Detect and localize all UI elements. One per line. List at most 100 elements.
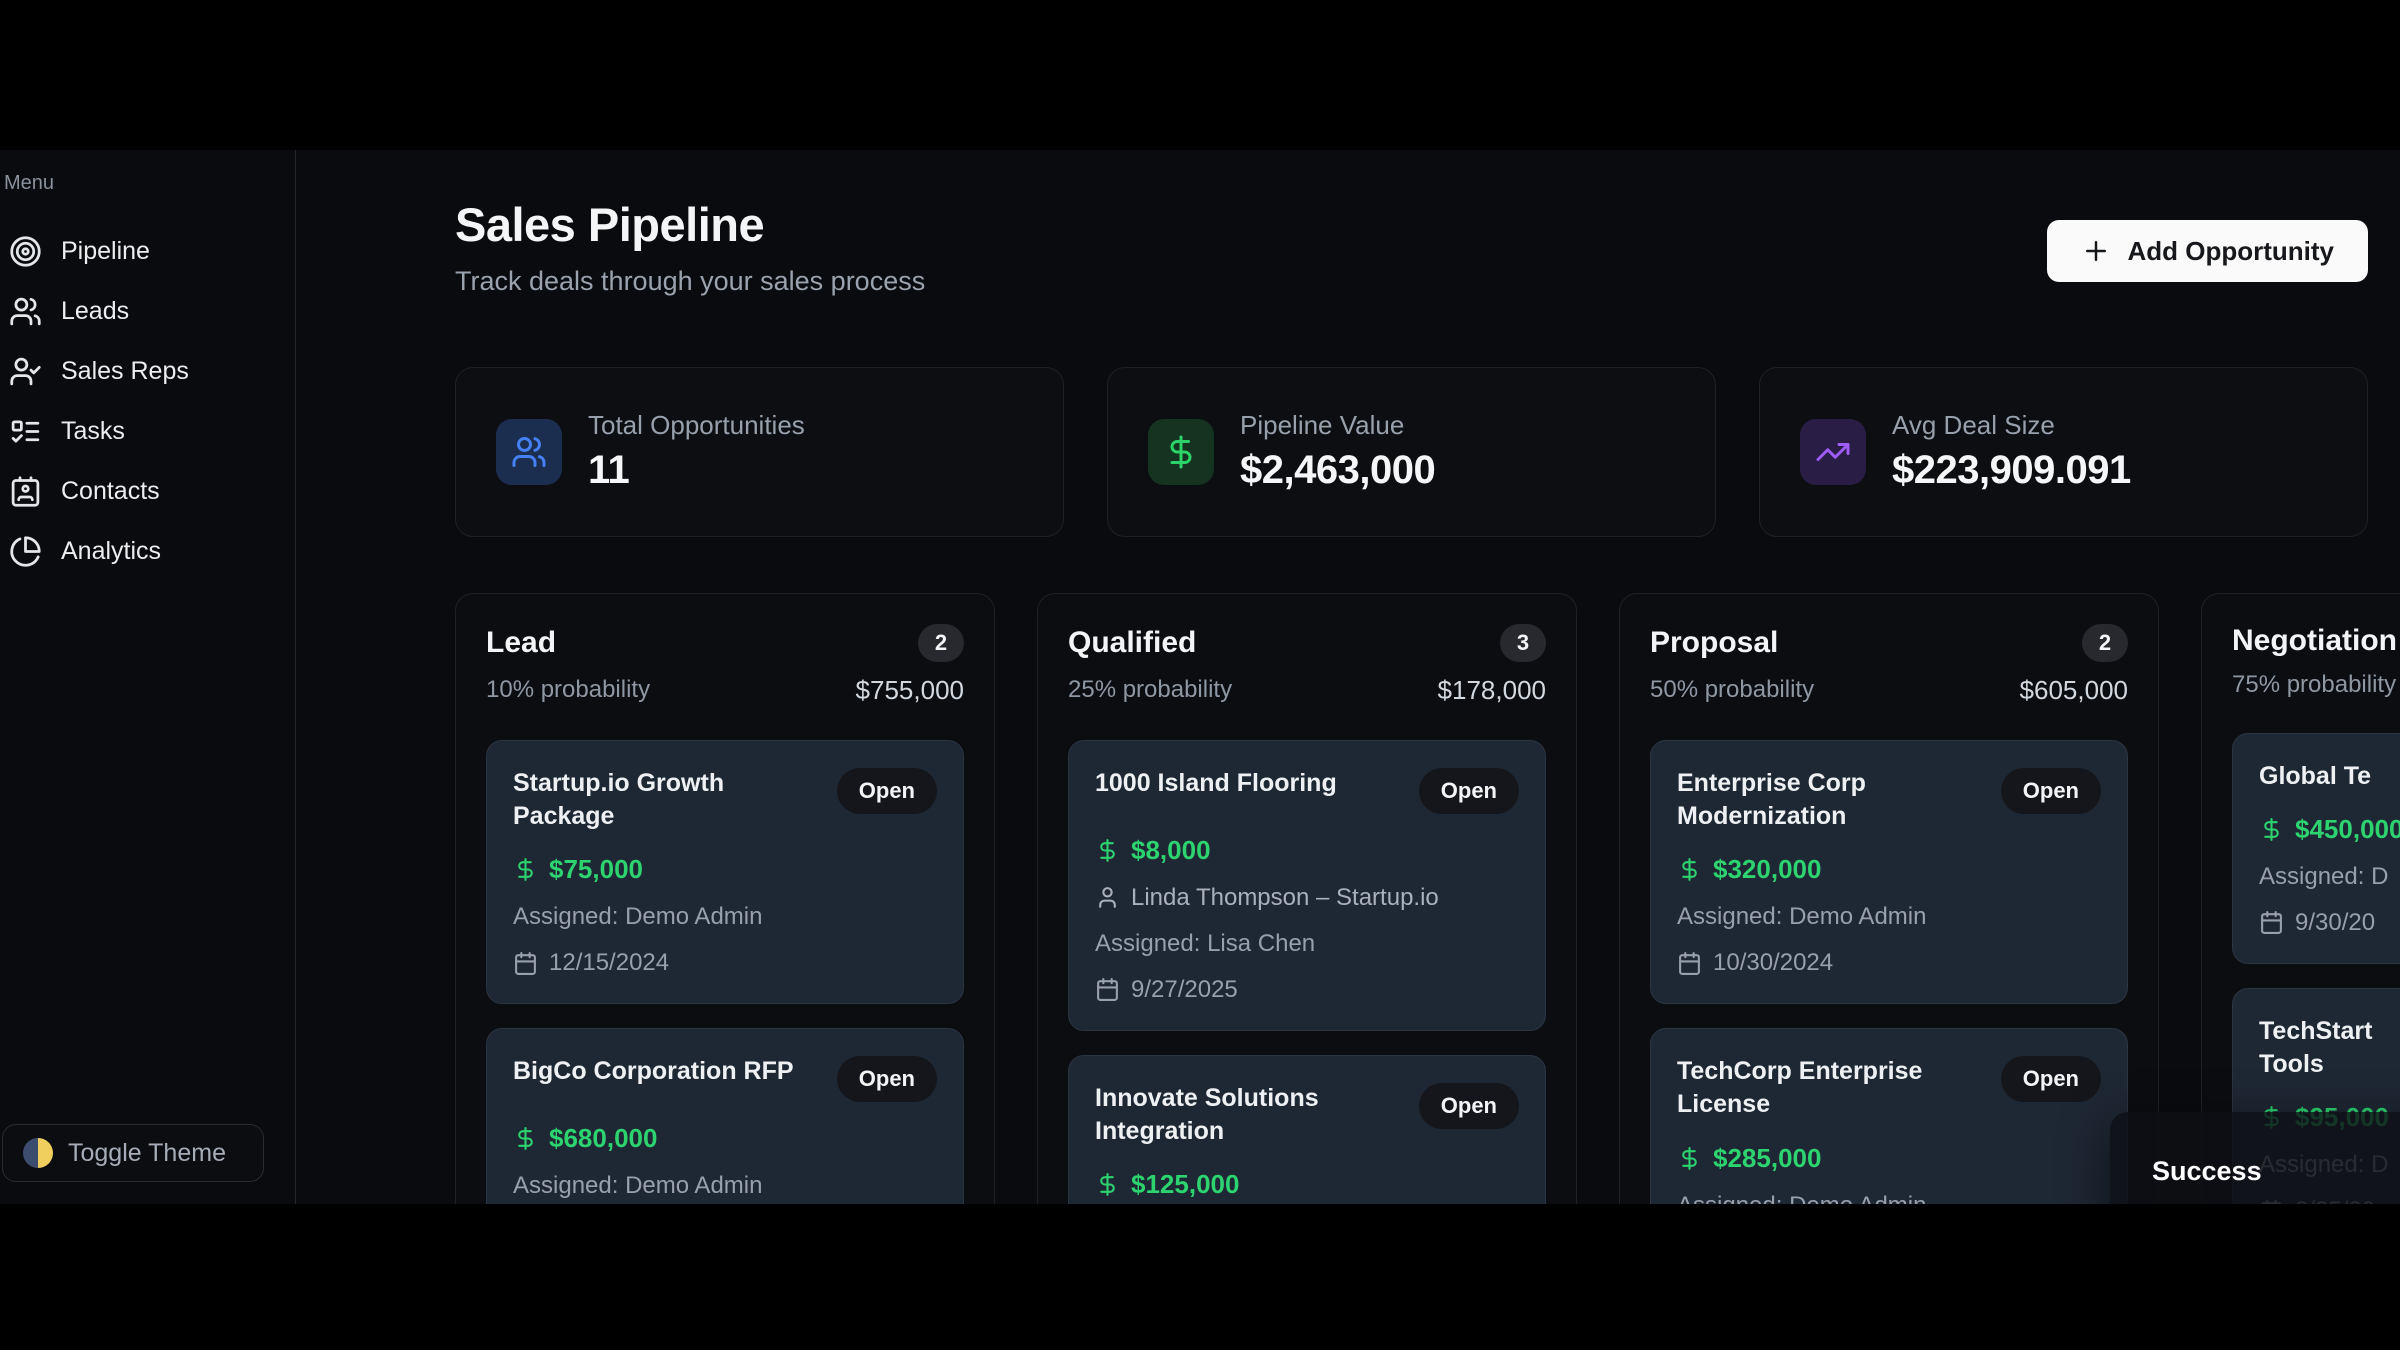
column-qualified: Qualified 3 25% probability $178,000 100… [1037, 592, 1577, 1204]
stage-name: Lead [486, 625, 557, 659]
stage-total: $755,000 [855, 674, 964, 705]
toast-title: Success [2152, 1156, 2262, 1186]
sidebar-item-sales-reps[interactable]: Sales Reps [0, 341, 295, 401]
status-badge: Open [836, 767, 937, 814]
stat-value: $2,463,000 [1240, 448, 1436, 493]
sidebar-nav: Pipeline Leads Sales Reps Tasks Contacts… [0, 221, 295, 581]
deal-amount: $320,000 [1713, 854, 1822, 885]
stage-name: Proposal [1650, 625, 1779, 659]
stat-value: $223,909.091 [1892, 448, 2131, 493]
deal-card[interactable]: Innovate Solutions Integration Open $125… [1068, 1054, 1546, 1204]
deal-card[interactable]: 1000 Island Flooring Open $8,000 Linda T… [1068, 739, 1546, 1031]
calendar-icon [1677, 951, 1702, 976]
status-badge: Open [1418, 1082, 1519, 1129]
deal-contact: Linda Thompson – Startup.io [1131, 883, 1439, 911]
sidebar-item-label: Sales Reps [61, 356, 189, 385]
page-title: Sales Pipeline [455, 198, 765, 251]
deal-assigned: Assigned: Demo Admin [1677, 903, 1927, 931]
stage-probability: 10% probability [486, 676, 651, 704]
add-opportunity-button[interactable]: Add Opportunity [2047, 220, 2368, 282]
page-subtitle: Track deals through your sales process [455, 265, 926, 296]
plus-icon [2081, 236, 2111, 266]
deal-amount: $680,000 [549, 1123, 658, 1154]
deal-card[interactable]: Startup.io Growth Package Open $75,000 A… [486, 739, 964, 1005]
dollar-icon [1677, 856, 1702, 883]
page-header: Sales Pipeline Track deals through your … [455, 198, 2368, 297]
deal-assigned: Assigned: Demo Admin [513, 903, 763, 931]
dollar-icon [1095, 837, 1120, 864]
deal-card[interactable]: BigCo Corporation RFP Open $680,000 Assi… [486, 1028, 964, 1204]
status-badge: Open [836, 1056, 937, 1103]
status-badge: Open [2000, 767, 2101, 814]
sidebar-item-pipeline[interactable]: Pipeline [0, 221, 295, 281]
app-window: Menu Pipeline Leads Sales Reps Tasks Con… [0, 150, 2400, 1204]
dollar-icon [1095, 1171, 1120, 1198]
deal-date: 9/27/2025 [1131, 975, 1238, 1003]
users-icon [496, 418, 562, 485]
deal-title: Startup.io Growth Package [513, 768, 725, 830]
deal-date: 12/15/2024 [549, 949, 670, 977]
sidebar-item-label: Contacts [61, 476, 160, 505]
deal-title: Global Te [2259, 761, 2372, 790]
sidebar-item-tasks[interactable]: Tasks [0, 401, 295, 461]
deal-card[interactable]: Global Te $450,000 Assigned: D 9/30/20 [2232, 732, 2400, 964]
toggle-theme-label: Toggle Theme [68, 1138, 226, 1167]
deal-amount: $8,000 [1131, 834, 1211, 865]
deal-date: 10/30/2024 [1713, 949, 1834, 977]
stage-name: Qualified [1068, 625, 1197, 659]
status-badge: Open [1418, 767, 1519, 814]
stat-card-avg-deal-size: Avg Deal Size $223,909.091 [1759, 366, 2368, 537]
count-badge: 2 [918, 623, 964, 662]
sidebar-item-label: Leads [61, 296, 130, 325]
column-proposal: Proposal 2 50% probability $605,000 Ente… [1619, 592, 2159, 1204]
deal-title: TechCorp Enterprise License [1677, 1057, 1923, 1119]
dollar-icon [513, 1125, 538, 1152]
stats-row: Total Opportunities 11 Pipeline Value $2… [455, 366, 2368, 537]
deal-amount: $125,000 [1131, 1169, 1240, 1200]
deal-amount: $75,000 [549, 854, 643, 885]
stage-probability: 25% probability [1068, 676, 1233, 704]
deal-title: BigCo Corporation RFP [513, 1057, 794, 1086]
stage-total: $605,000 [2019, 674, 2128, 705]
sidebar-item-contacts[interactable]: Contacts [0, 461, 295, 521]
deal-card[interactable]: TechCorp Enterprise License Open $285,00… [1650, 1028, 2128, 1204]
dollar-icon [1677, 1145, 1702, 1172]
deal-amount: $285,000 [1713, 1142, 1822, 1173]
dollar-icon [2259, 816, 2284, 843]
toast-notification: Success [2110, 1112, 2400, 1204]
pie-chart-icon [9, 535, 42, 568]
stage-probability: 50% probability [1650, 676, 1815, 704]
sidebar-item-label: Analytics [61, 536, 162, 565]
target-icon [9, 235, 42, 268]
stage-total: $178,000 [1437, 674, 1546, 705]
deal-title: TechStart Tools [2259, 1016, 2373, 1079]
deal-assigned: Assigned: Demo Admin [1677, 1192, 1926, 1204]
list-todo-icon [9, 415, 42, 448]
stat-value: 11 [588, 448, 630, 493]
deal-card[interactable]: Enterprise Corp Modernization Open $320,… [1650, 739, 2128, 1005]
dollar-icon [1148, 418, 1214, 485]
toggle-theme-button[interactable]: Toggle Theme [2, 1124, 264, 1182]
sidebar-item-label: Tasks [61, 416, 125, 445]
deal-title: 1000 Island Flooring [1095, 768, 1337, 797]
deal-assigned: Assigned: Demo Admin [513, 1172, 763, 1200]
calendar-icon [2259, 910, 2284, 935]
main-content: Sales Pipeline Track deals through your … [296, 150, 2400, 1204]
deal-amount: $450,000 [2295, 813, 2400, 844]
trending-up-icon [1800, 418, 1866, 485]
status-badge: Open [2000, 1056, 2101, 1103]
half-moon-icon [23, 1138, 53, 1168]
stat-label: Pipeline Value [1240, 410, 1405, 441]
column-lead: Lead 2 10% probability $755,000 Startup.… [455, 592, 995, 1204]
deal-title: Enterprise Corp Modernization [1677, 768, 1866, 830]
sidebar-item-leads[interactable]: Leads [0, 281, 295, 341]
dollar-icon [513, 856, 538, 883]
stat-label: Avg Deal Size [1892, 410, 2055, 441]
stat-label: Total Opportunities [588, 410, 805, 441]
deal-title: Innovate Solutions Integration [1095, 1083, 1319, 1145]
sidebar-item-analytics[interactable]: Analytics [0, 521, 295, 581]
stat-card-total-opportunities: Total Opportunities 11 [455, 366, 1064, 537]
add-opportunity-label: Add Opportunity [2127, 235, 2334, 266]
pipeline-board: Lead 2 10% probability $755,000 Startup.… [455, 592, 2400, 1204]
count-badge: 3 [1500, 623, 1546, 662]
